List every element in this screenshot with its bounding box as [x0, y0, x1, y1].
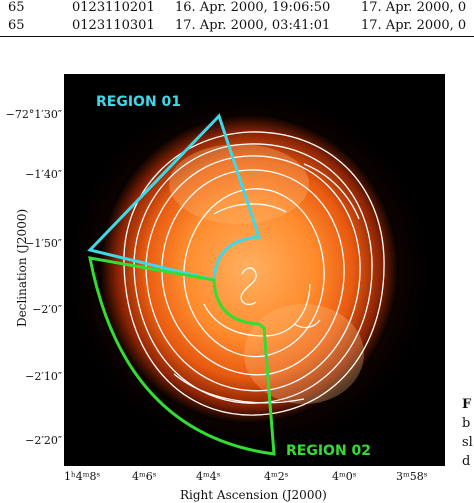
caption-fragment: F	[462, 397, 472, 412]
y-tick-label: −2′0″	[32, 303, 62, 316]
table-cell: 17. Apr. 2000, 0	[361, 0, 467, 15]
table-cell: 65	[8, 18, 25, 33]
y-tick-label: −2′10″	[25, 370, 62, 383]
caption-fragment: b	[462, 416, 471, 431]
x-tick-label: 4ᵐ2ˢ	[264, 470, 289, 483]
figure: REGION 01 REGION 02 −72°1′30″ −1′40″ −1′…	[0, 60, 474, 503]
xray-image	[64, 74, 445, 466]
table-bottom-rule	[0, 36, 474, 38]
table-cell: 0123110201	[72, 0, 155, 15]
x-tick-label: 4ᵐ0ˢ	[332, 470, 357, 483]
table-cell: 0123110301	[72, 18, 155, 33]
table-cell: 65	[8, 0, 25, 15]
y-tick-label: −72°1′30″	[5, 108, 62, 121]
table-cell: 17. Apr. 2000, 03:41:01	[175, 18, 331, 33]
y-tick-label: −1′50″	[25, 237, 62, 250]
caption-fragment: sl	[462, 435, 473, 450]
table-fragment: 65 0123110201 16. Apr. 2000, 19:06:50 17…	[0, 0, 474, 40]
y-tick-label: −2′20″	[25, 434, 62, 447]
x-tick-label: 4ᵐ6ˢ	[132, 470, 157, 483]
region-01-label: REGION 01	[96, 94, 182, 110]
table-cell: 16. Apr. 2000, 19:06:50	[175, 0, 331, 15]
x-tick-label: 4ᵐ4ˢ	[196, 470, 221, 483]
x-tick-label: 3ᵐ58ˢ	[396, 470, 428, 483]
y-tick-label: −1′40″	[25, 168, 62, 181]
table-cell: 17. Apr. 2000, 0	[361, 18, 467, 33]
table-row: 65 0123110301 17. Apr. 2000, 03:41:01 17…	[0, 18, 474, 36]
caption-fragment: d	[462, 454, 471, 469]
table-row: 65 0123110201 16. Apr. 2000, 19:06:50 17…	[0, 0, 474, 18]
x-axis-label: Right Ascension (J2000)	[180, 488, 327, 502]
y-axis-label: Declination (J2000)	[15, 208, 29, 327]
region-02-label: REGION 02	[286, 443, 372, 459]
region-02-outline	[88, 256, 276, 456]
x-tick-label: 1ʰ4ᵐ8ˢ	[64, 470, 101, 483]
xray-image-panel	[64, 74, 445, 466]
